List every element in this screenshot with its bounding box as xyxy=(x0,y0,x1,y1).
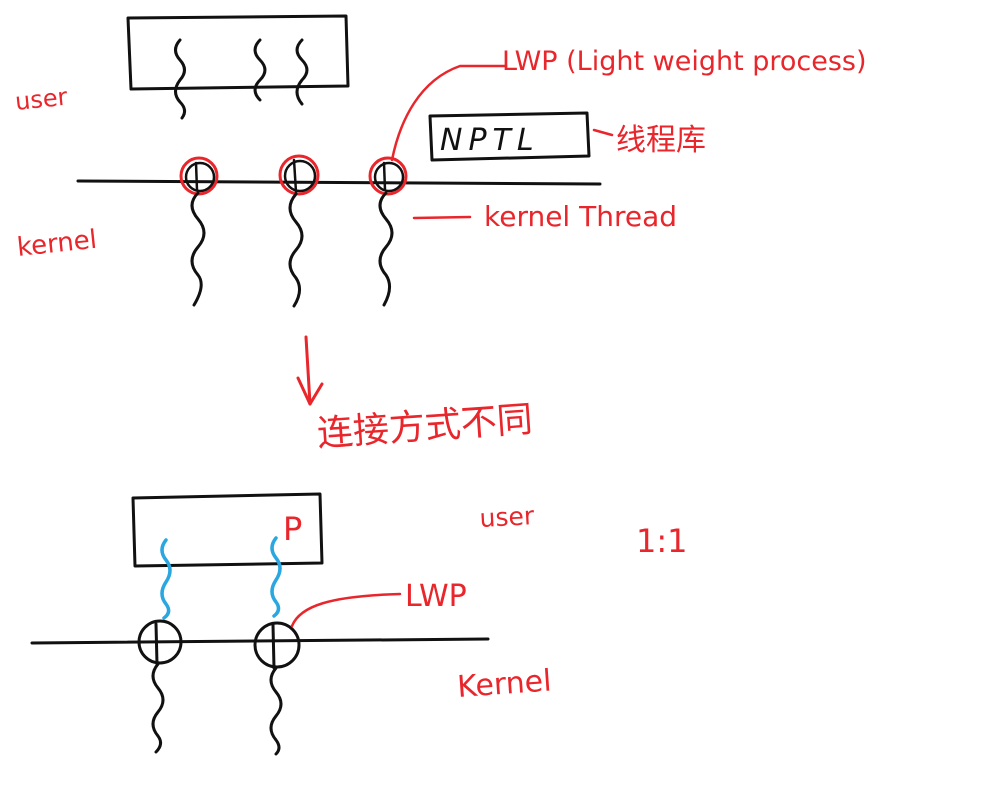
bottom-lwp-circles xyxy=(137,619,301,670)
library-leader-line xyxy=(592,128,614,137)
bottom-lwp-1-link xyxy=(154,622,159,666)
nptl-label: NPTL xyxy=(440,123,540,158)
top-user-thread-1 xyxy=(174,38,187,120)
bottom-user-process-box xyxy=(131,492,324,568)
transition-label: 连接方式不同 xyxy=(316,399,534,455)
bottom-lwp-leader-line xyxy=(290,592,402,628)
top-diagram: user kernel LWP (Light weight process) N… xyxy=(14,14,867,308)
bottom-diagram: P user 1:1 LWP Kernel xyxy=(30,492,688,756)
top-user-thread-2 xyxy=(253,38,267,102)
nptl-box xyxy=(428,111,591,162)
top-user-process-box xyxy=(126,14,350,91)
bottom-kernel-threads xyxy=(151,662,283,756)
bottom-lwp-1 xyxy=(137,619,183,665)
top-kernel-thread-3 xyxy=(378,191,394,307)
top-lwp-1-inner xyxy=(184,161,216,193)
top-kernel-label: kernel xyxy=(16,225,99,263)
top-lwp-2-inner xyxy=(283,159,317,193)
top-lwp-3 xyxy=(368,156,408,196)
bottom-lwp-2-link xyxy=(271,623,276,670)
kernel-thread-leader-line xyxy=(412,215,472,220)
top-kernel-thread-2 xyxy=(288,192,304,308)
transition: 连接方式不同 xyxy=(296,335,534,455)
bottom-kernel-thread-1 xyxy=(151,662,165,754)
top-kernel-thread-1 xyxy=(190,191,206,307)
bottom-user-thread-2 xyxy=(270,536,282,618)
top-lwp-3-inner xyxy=(373,161,405,193)
top-lwp-2-link xyxy=(292,158,298,194)
bottom-user-thread-1 xyxy=(160,538,172,620)
thread-library-label: 线程库 xyxy=(616,123,706,158)
bottom-user-threads xyxy=(160,536,282,620)
top-lwp-2 xyxy=(278,154,320,196)
bottom-lwp-2 xyxy=(253,621,301,669)
top-user-kernel-boundary xyxy=(76,179,602,186)
top-user-thread-3 xyxy=(295,38,309,106)
top-lwp-circles xyxy=(179,154,408,196)
lwp-leader-line xyxy=(390,64,508,162)
bottom-user-label: user xyxy=(479,501,536,533)
down-arrow-icon xyxy=(296,335,324,406)
top-lwp-3-link xyxy=(382,161,387,192)
ratio-label: 1:1 xyxy=(636,522,688,560)
top-user-label: user xyxy=(14,83,69,116)
bottom-kernel-label: Kernel xyxy=(456,663,552,704)
bottom-kernel-thread-2 xyxy=(269,666,283,756)
bottom-lwp-label: LWP xyxy=(405,579,467,614)
top-annotation-leaders xyxy=(390,64,614,220)
lwp-annotation: LWP (Light weight process) xyxy=(502,46,867,77)
top-kernel-threads xyxy=(190,191,394,308)
top-lwp-1-link xyxy=(194,161,199,192)
bottom-user-kernel-boundary xyxy=(30,637,490,645)
top-user-threads xyxy=(174,38,309,120)
kernel-thread-label: kernel Thread xyxy=(484,200,677,233)
process-label: P xyxy=(283,510,302,548)
